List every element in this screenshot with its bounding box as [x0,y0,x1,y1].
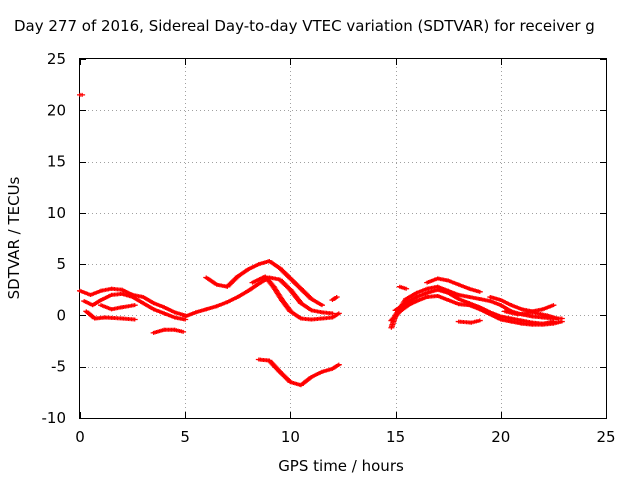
y-axis-label: SDTVAR / TECUs [5,176,23,299]
series-arc-a [77,286,189,318]
data-point [131,317,138,322]
data-point [476,318,483,323]
series-arc-d [98,303,138,312]
series-arc-p [455,318,483,325]
series-arc-r [502,309,561,321]
y-tick-label: -10 [42,409,67,427]
series-arc-j [255,357,342,388]
y-tick-label: 25 [47,50,66,68]
x-tick-label: 25 [596,428,615,446]
tick-labels: 0 5 10 15 20 25 -10 -5 0 5 10 15 20 25 [42,50,616,446]
data-point [318,303,325,308]
x-tick-label: 20 [491,428,510,446]
data-point [335,311,342,316]
series-outlier [77,92,86,97]
data-point [329,311,336,316]
series-arc-e [150,327,187,335]
y-tick-label: -5 [51,358,66,376]
data-point [550,303,557,308]
series-arc-b [81,291,189,322]
series-arc-h [249,274,342,322]
data-point [476,289,483,294]
series-arc-c [83,309,138,322]
plot-frame [79,58,607,419]
x-tick-label: 10 [281,428,300,446]
x-axis-label: GPS time / hours [278,457,404,475]
data-point [333,294,340,299]
series-arc-f [182,275,336,319]
data-point [131,303,138,308]
x-tick-label: 5 [180,428,190,446]
axis-ticks [80,59,607,419]
data-point [180,329,187,334]
series-arc-i [329,294,340,303]
x-tick-label: 0 [75,428,85,446]
series-arc-o [424,276,483,294]
y-tick-label: 0 [56,306,66,324]
chart-title: Day 277 of 2016, Sidereal Day-to-day VTE… [14,17,595,35]
data-point [554,316,561,321]
y-tick-label: 5 [56,255,66,273]
data-point [558,319,565,324]
data-point [403,286,410,291]
y-tick-label: 10 [47,204,66,222]
y-tick-label: 20 [47,101,66,119]
grid-lines [80,59,606,418]
series-arc-g [203,259,325,308]
x-tick-label: 15 [386,428,405,446]
data-point [79,92,86,97]
series-arc-m [388,293,565,327]
data-point [335,362,342,367]
y-tick-label: 15 [47,153,66,171]
data-marks [77,92,565,388]
series-arc-n [396,284,410,291]
